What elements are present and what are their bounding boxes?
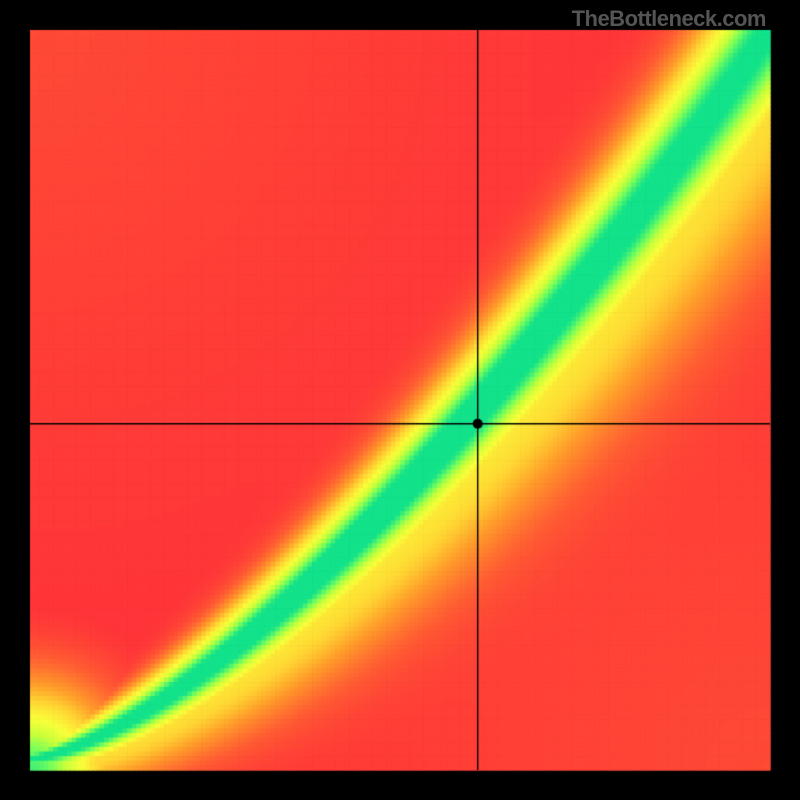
chart-container: TheBottleneck.com xyxy=(0,0,800,800)
watermark-text: TheBottleneck.com xyxy=(572,6,766,32)
heatmap-canvas xyxy=(0,0,800,800)
